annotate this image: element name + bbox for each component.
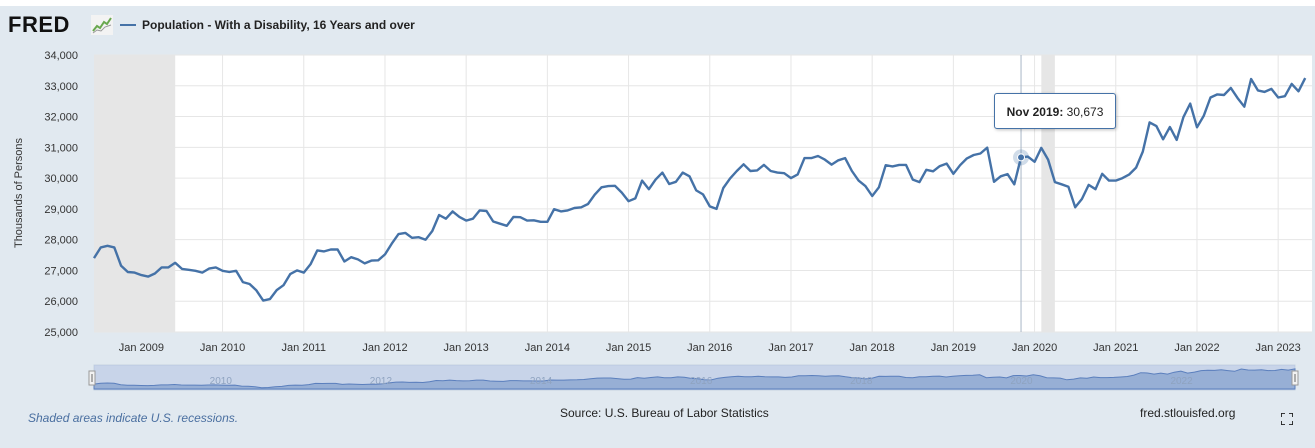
y-tick-label: 31,000 [44,142,78,154]
x-tick-label: Jan 2014 [525,342,570,354]
x-tick-label: Jan 2021 [1093,342,1138,354]
x-tick-label: Jan 2013 [444,342,489,354]
x-tick-label: Jan 2009 [119,342,164,354]
legend-label: Population - With a Disability, 16 Years… [142,18,415,32]
series-line[interactable] [92,77,1307,302]
y-tick-label: 30,000 [44,173,78,185]
y-tick-label: 32,000 [44,112,78,124]
x-tick-label: Jan 2022 [1174,342,1219,354]
navigator-series-area [93,368,1296,390]
navigator-label: 2020 [1010,376,1033,387]
legend[interactable]: Population - With a Disability, 16 Years… [120,18,415,32]
x-tick-label: Jan 2018 [850,342,895,354]
chart-header: FRED Population - With a Disability, 16 … [0,10,1315,40]
fred-logo-chart-icon [91,15,113,35]
x-tick-label: Jan 2011 [282,342,326,354]
hover-point[interactable] [1017,153,1026,162]
line-chart[interactable]: 25,000 26,000 27,000 28,000 29,000 30,000 31,0… [0,40,1315,400]
y-tick-label: 28,000 [44,235,78,247]
y-tick-label: 29,000 [44,204,78,216]
tooltip: Nov 2019: 30,673 [994,93,1116,129]
source-text: Source: U.S. Bureau of Labor Statistics [560,406,769,420]
fred-logo[interactable]: FRED [8,12,70,37]
top-strip [0,0,1315,6]
x-tick-label: Jan 2012 [362,342,407,354]
tooltip-value: 30,673 [1066,105,1104,119]
tooltip-date: Nov 2019: [1006,105,1064,119]
y-tick-label: 26,000 [44,296,78,308]
navigator-label: 2014 [530,376,553,387]
recession-note: Shaded areas indicate U.S. recessions. [28,411,239,425]
x-tick-label: Jan 2017 [768,342,813,354]
y-tick-label: 34,000 [44,50,78,62]
navigator-label: 2016 [690,376,713,387]
legend-swatch [120,24,136,26]
y-tick-label: 27,000 [44,265,78,277]
x-tick-label: Jan 2015 [606,342,651,354]
y-axis-title: Thousands of Persons [13,137,25,248]
navigator-label: 2018 [850,376,873,387]
x-tick-label: Jan 2019 [931,342,976,354]
x-tick-label: Jan 2020 [1012,342,1057,354]
fullscreen-icon[interactable] [1281,413,1293,425]
navigator-label: 2022 [1170,376,1193,387]
x-tick-label: Jan 2023 [1256,342,1301,354]
y-tick-label: 25,000 [44,327,78,339]
x-tick-label: Jan 2016 [687,342,732,354]
fred-url-link[interactable]: fred.stlouisfed.org [1140,406,1236,420]
x-tick-label: Jan 2010 [200,342,245,354]
y-tick-label: 33,000 [44,81,78,93]
navigator-label: 2010 [210,376,233,387]
navigator-label: 2012 [370,376,393,387]
recession-band [94,55,176,332]
